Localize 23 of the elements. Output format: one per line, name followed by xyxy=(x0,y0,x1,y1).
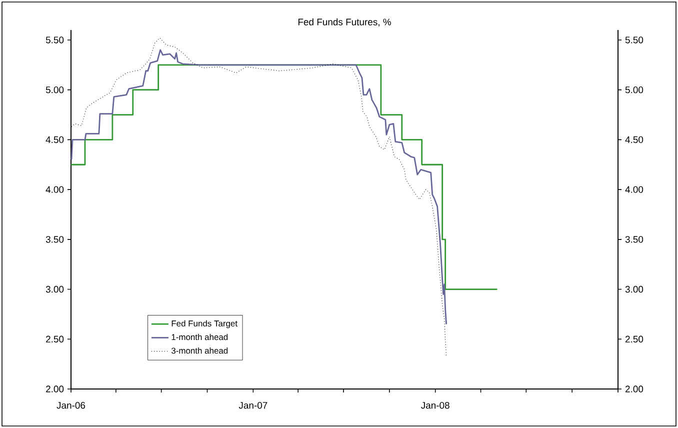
y-tick-label: 5.50 xyxy=(46,36,64,44)
y2-tick-label: 3.50 xyxy=(625,236,644,243)
x-tick-label: Jan-06 xyxy=(56,402,86,409)
y-tick-label: 2.50 xyxy=(46,336,64,342)
legend-label: 1-month ahead xyxy=(172,334,228,340)
legend-label: Fed Funds Target xyxy=(172,320,238,328)
y-tick-label: 4.00 xyxy=(46,186,64,193)
y2-tick-label: 3.00 xyxy=(625,286,644,293)
y-tick-label: 3.50 xyxy=(46,236,64,243)
y2-tick-label: 4.00 xyxy=(625,186,644,193)
legend-label: 3-month ahead xyxy=(171,347,228,354)
y2-tick-label: 2.50 xyxy=(625,336,644,342)
y2-tick-label: 5.00 xyxy=(625,86,644,94)
x-tick-label: Jan-07 xyxy=(238,402,268,409)
y-tick-label: 3.00 xyxy=(46,286,64,293)
y-tick-label: 2.00 xyxy=(46,386,64,392)
y2-tick-label: 4.50 xyxy=(625,136,644,144)
y2-tick-label: 2.00 xyxy=(625,386,644,392)
y-tick-label: 4.50 xyxy=(46,136,64,144)
chart-title: Fed Funds Futures, % xyxy=(298,18,391,26)
y-tick-label: 5.00 xyxy=(46,86,64,94)
x-tick-label: Jan-08 xyxy=(421,402,450,409)
y2-tick-label: 5.50 xyxy=(625,36,644,44)
